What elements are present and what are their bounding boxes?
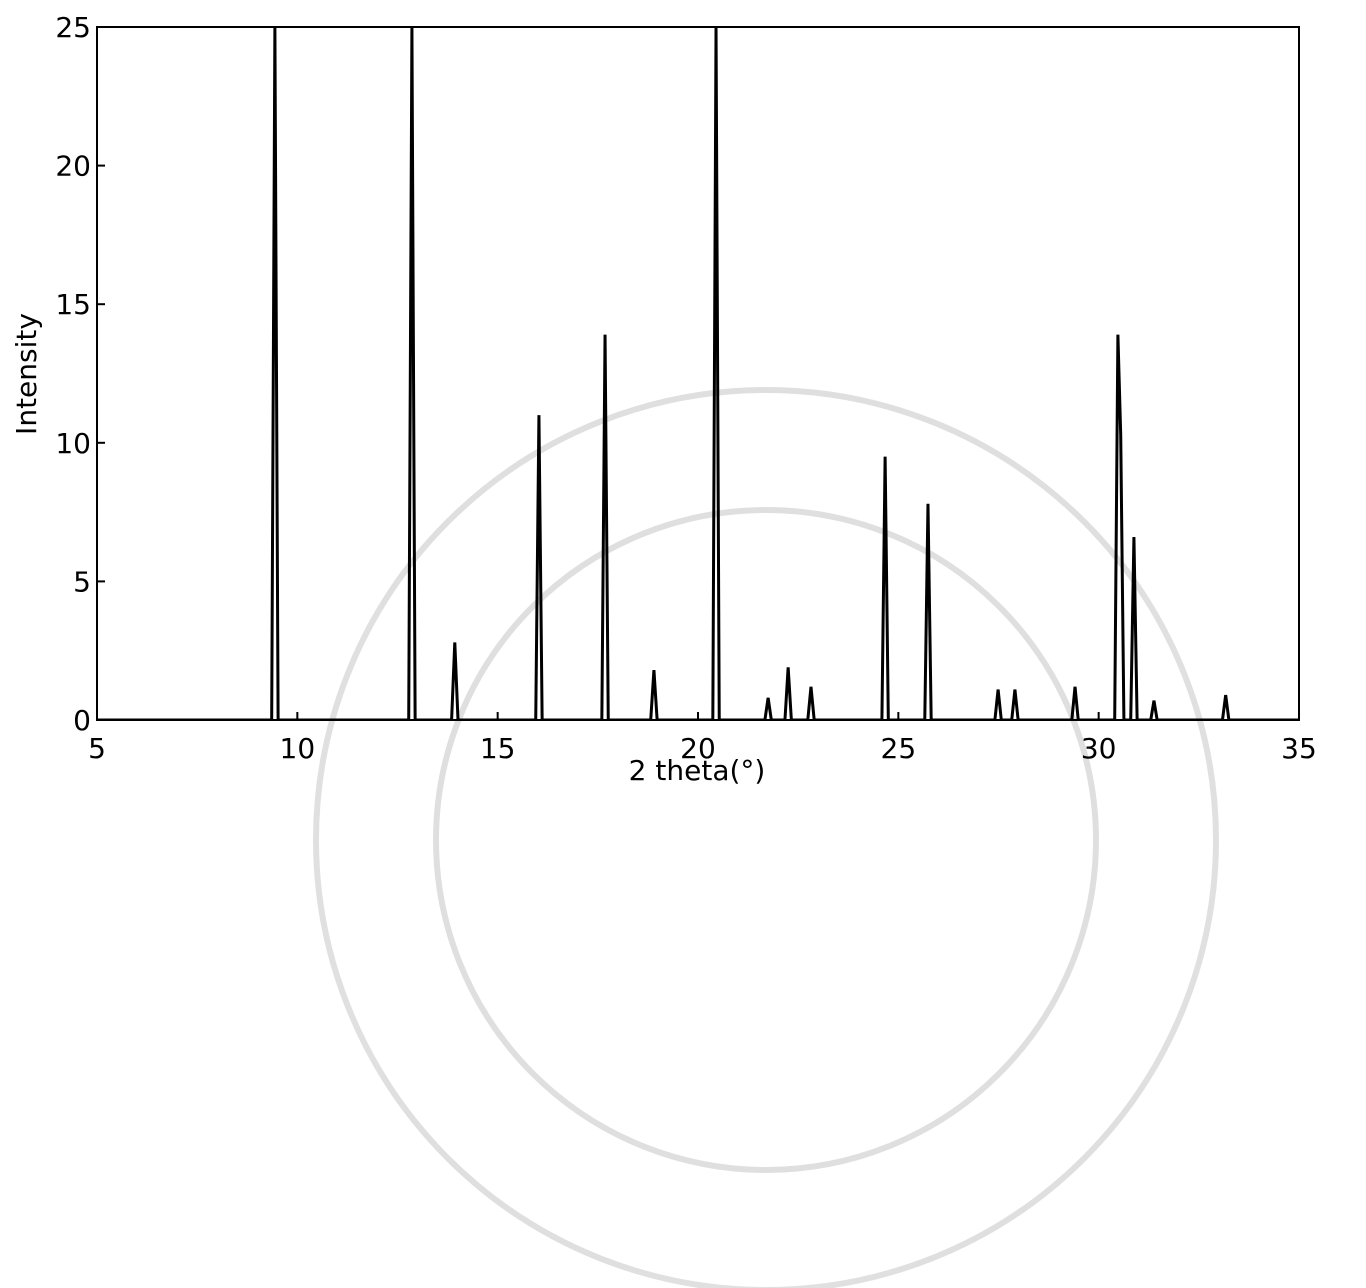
y-tick-label: 5 xyxy=(73,565,91,598)
watermark xyxy=(313,387,1219,1288)
x-tick-label: 15 xyxy=(480,732,516,765)
x-tick-label: 30 xyxy=(1081,732,1117,765)
data-line xyxy=(97,27,1299,720)
y-axis-label: Intensity xyxy=(10,313,43,435)
y-tick-label: 10 xyxy=(55,427,91,460)
y-tick-label: 25 xyxy=(55,11,91,44)
x-tick-label: 25 xyxy=(881,732,917,765)
y-tick-label: 0 xyxy=(73,704,91,737)
x-tick-label: 5 xyxy=(88,732,106,765)
x-tick-label: 35 xyxy=(1281,732,1317,765)
x-tick-label: 10 xyxy=(280,732,316,765)
x-tick-label: 20 xyxy=(680,732,716,765)
y-tick-label: 15 xyxy=(55,288,91,321)
x-axis-label: 2 theta(°) xyxy=(629,754,766,787)
y-tick-label: 20 xyxy=(55,150,91,183)
